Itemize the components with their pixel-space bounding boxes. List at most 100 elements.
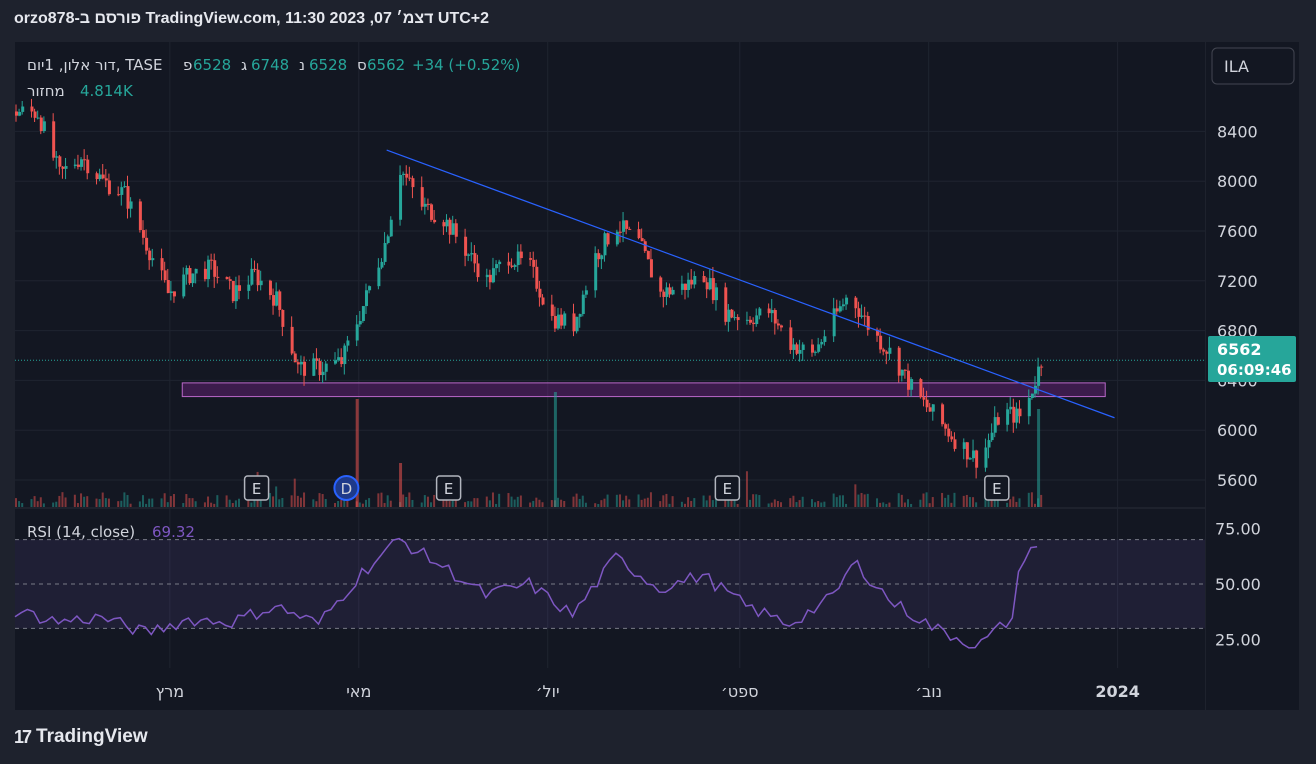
candle-body: [231, 280, 235, 302]
bar-countdown: 06:09:46: [1217, 361, 1292, 379]
candle-body: [680, 283, 684, 290]
volume-bar: [649, 492, 652, 507]
volume-bar: [303, 492, 306, 507]
candle-body: [485, 274, 489, 278]
volume-bar: [495, 503, 498, 507]
volume-bar: [907, 499, 909, 507]
volume-bar: [773, 499, 776, 507]
candle-body: [560, 314, 564, 326]
volume-bar: [225, 495, 228, 507]
candle-body: [968, 458, 972, 460]
volume-bar: [941, 492, 944, 507]
price-tick-label: 6000: [1217, 421, 1258, 440]
volume-bar: [101, 492, 104, 507]
candle-body: [476, 263, 480, 278]
candle-body: [919, 379, 923, 398]
candle-body: [58, 156, 62, 167]
candle-body: [405, 173, 409, 178]
volume-bar: [770, 502, 773, 507]
legend-ohlc-key: נ: [299, 56, 305, 74]
time-tick-label: יול׳: [536, 682, 560, 701]
volume-bar: [519, 495, 522, 507]
earnings-marker: [243, 475, 270, 501]
candle-body: [293, 353, 297, 363]
volume-bar: [584, 502, 587, 507]
candle-body: [622, 220, 626, 232]
candle-body: [755, 315, 759, 325]
volume-bar: [210, 502, 213, 507]
volume-bar: [1033, 503, 1036, 507]
candle-body: [160, 258, 164, 271]
volume-bar: [138, 501, 141, 507]
volume-legend-label: מחזור: [27, 82, 65, 100]
volume-bar: [1006, 502, 1009, 507]
volume-bar: [151, 498, 154, 507]
volume-bar-spike: [355, 399, 359, 507]
volume-bar: [1040, 494, 1043, 507]
candle-body: [234, 285, 238, 302]
candle-body: [268, 280, 272, 296]
rsi-tick-label: 50.00: [1215, 575, 1261, 594]
candle-body: [185, 268, 189, 275]
volume-bar: [368, 498, 371, 507]
candle-body: [1015, 408, 1019, 423]
volume-bar: [426, 496, 429, 507]
candle-body: [33, 111, 37, 118]
volume-bar: [293, 478, 296, 507]
candle-body: [838, 306, 842, 312]
candle-body: [538, 288, 542, 298]
volume-bar: [123, 492, 126, 507]
volume-bar: [538, 499, 541, 507]
time-tick-label: נוב׳: [915, 682, 942, 701]
candle-body: [253, 268, 257, 270]
candle-body: [442, 222, 446, 227]
candle-body: [445, 219, 449, 227]
volume-bar: [625, 495, 628, 507]
volume-bar: [377, 493, 380, 507]
volume-bar: [117, 501, 120, 507]
price-tick-label: 5600: [1217, 471, 1258, 490]
volume-bar: [1018, 498, 1021, 507]
volume-bar: [755, 494, 758, 507]
tradingview-logo[interactable]: 17 TradingView: [14, 726, 148, 748]
volume-bar: [272, 496, 275, 507]
candle-body: [39, 117, 43, 132]
candle-body: [386, 236, 390, 243]
volume-bar: [838, 495, 841, 507]
volume-bar: [965, 494, 968, 507]
volume-bar: [752, 494, 755, 507]
volume-bar: [120, 500, 123, 507]
volume-bar: [234, 500, 237, 507]
volume-bar: [823, 501, 826, 507]
candle-body: [563, 313, 567, 326]
volume-bar: [662, 495, 665, 507]
volume-bar-spike: [399, 463, 403, 507]
volume-bar: [491, 492, 494, 507]
volume-bar: [188, 498, 191, 507]
candle-body: [238, 285, 241, 291]
volume-bar: [15, 498, 17, 507]
candle-body: [315, 358, 319, 361]
volume-bar: [321, 494, 324, 507]
candle-body: [519, 251, 523, 259]
volume-bar: [795, 502, 798, 507]
volume-bar: [776, 500, 779, 507]
candle-body: [553, 315, 557, 329]
volume-bar: [702, 495, 705, 507]
candle-body: [470, 253, 474, 255]
volume-bar: [86, 496, 89, 507]
candle-body: [928, 407, 932, 412]
candle-body: [1030, 393, 1034, 399]
volume-bar: [972, 497, 975, 507]
currency-button: [1211, 47, 1295, 85]
candle-body: [854, 297, 858, 309]
candle-body: [312, 358, 316, 376]
volume-bar: [646, 497, 649, 507]
volume-bar: [810, 499, 813, 507]
volume-bar: [510, 496, 513, 507]
candle-body: [36, 117, 40, 119]
volume-bar: [408, 492, 411, 507]
candle-body: [1033, 385, 1037, 394]
candle-body: [662, 291, 666, 297]
